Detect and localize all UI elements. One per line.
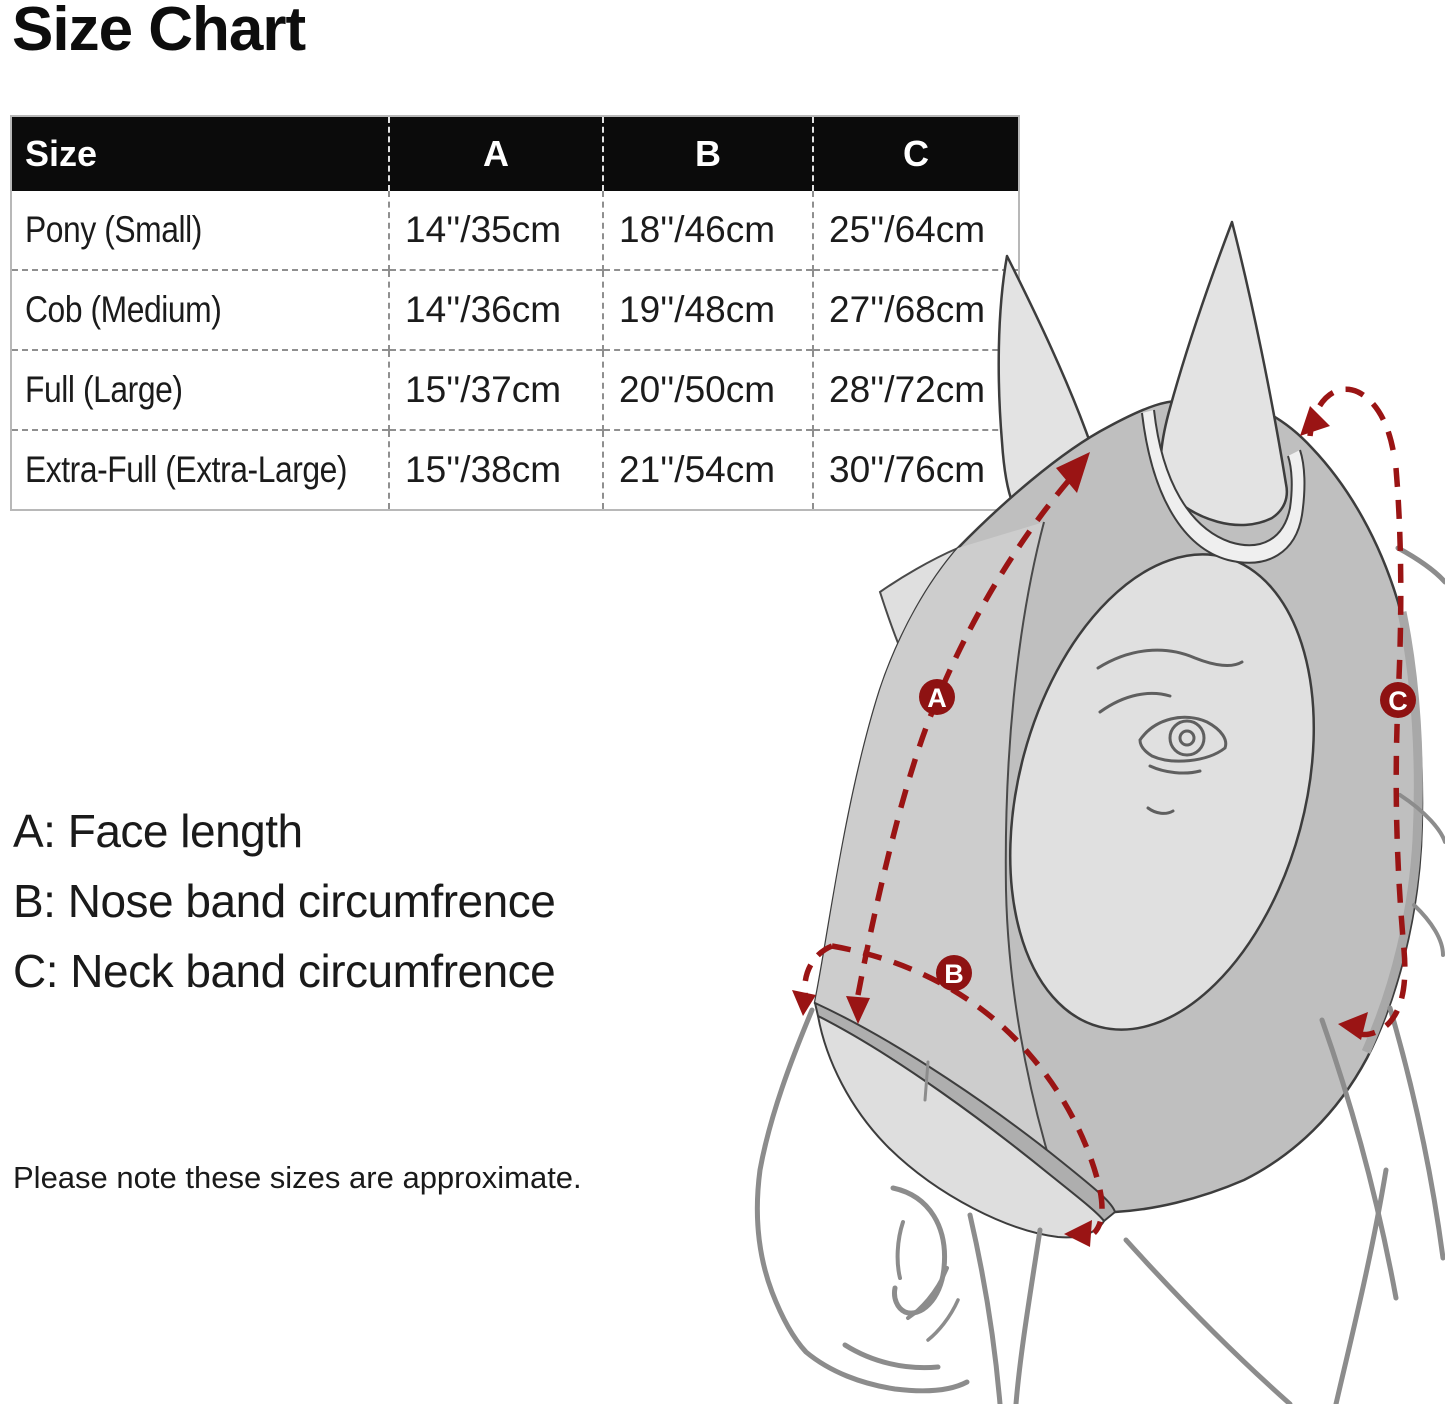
size-label: Extra-Full (Extra-Large) [25,449,348,490]
legend-nose-band: B: Nose band circumfrence [13,875,556,927]
size-label: Cob (Medium) [25,289,222,330]
arrowhead-b-left [792,990,816,1016]
cell-b: 19''/48cm [602,269,813,350]
arrowhead-b-hook [1064,1220,1092,1247]
header-b: B [602,116,813,191]
legend-neck-band: C: Neck band circumfrence [13,945,556,997]
arrowhead-c-top [1300,406,1330,436]
cell-b: 21''/54cm [602,429,813,510]
label-c-badge: C [1380,682,1416,718]
ear-hole-rim [1141,409,1306,564]
cell-a: 14''/35cm [388,191,603,270]
cell-b: 18''/46cm [602,191,813,270]
arrowhead-c-bottom [1338,1012,1368,1040]
mask-seam [1004,521,1053,1169]
face-panel [815,522,1052,1168]
label-b-letter: B [944,959,964,989]
cell-size: Pony (Small) [11,191,389,270]
legend-face-length: A: Face length [13,805,303,857]
size-label: Full (Large) [25,369,183,410]
cell-c: 28''/72cm [812,349,1019,430]
page-title: Size Chart [12,0,306,64]
cell-size: Full (Large) [11,349,389,430]
cell-a: 14''/36cm [388,269,603,350]
header-a: A [388,116,603,191]
header-size: Size [11,116,389,191]
table-header-row: Size A B C [11,116,1019,191]
table-row: Extra-Full (Extra-Large) 15''/38cm 21''/… [11,429,1019,510]
eye-patch [1008,553,1316,1031]
label-b-badge: B [936,955,972,991]
mask-back-trim [1361,611,1423,1054]
table-row: Full (Large) 15''/37cm 20''/50cm 28''/72… [11,349,1019,430]
arrowhead-a-top [1056,452,1090,493]
near-ear [1159,220,1289,527]
label-c-letter: C [1388,686,1408,716]
table-row: Cob (Medium) 14''/36cm 19''/48cm 27''/68… [11,269,1019,350]
cell-c: 30''/76cm [812,429,1019,510]
measure-c-line [1300,386,1408,1040]
table-row: Pony (Small) 14''/35cm 18''/46cm 25''/64… [11,191,1019,270]
eye-drawing [1096,648,1244,815]
muzzle-outline [754,1007,1293,1404]
label-a-letter: A [927,683,947,713]
cell-c: 27''/68cm [812,269,1019,350]
cell-size: Cob (Medium) [11,269,389,350]
cell-size: Extra-Full (Extra-Large) [11,429,389,510]
cell-c: 25''/64cm [812,191,1019,270]
label-a-badge: A [919,679,955,715]
measurement-legend: A: Face length B: Nose band circumfrence… [13,796,556,1006]
measure-b-line [792,943,1105,1247]
size-table: Size A B C Pony (Small) 14''/35cm 18''/4… [10,115,1020,511]
header-c: C [812,116,1019,191]
cell-b: 20''/50cm [602,349,813,430]
cell-a: 15''/38cm [388,429,603,510]
arrowhead-a-bottom [846,996,870,1024]
size-label: Pony (Small) [25,209,202,250]
neck-lines [1319,545,1445,1404]
approximate-sizes-note: Please note these sizes are approximate. [13,1160,582,1195]
cell-a: 15''/37cm [388,349,603,430]
